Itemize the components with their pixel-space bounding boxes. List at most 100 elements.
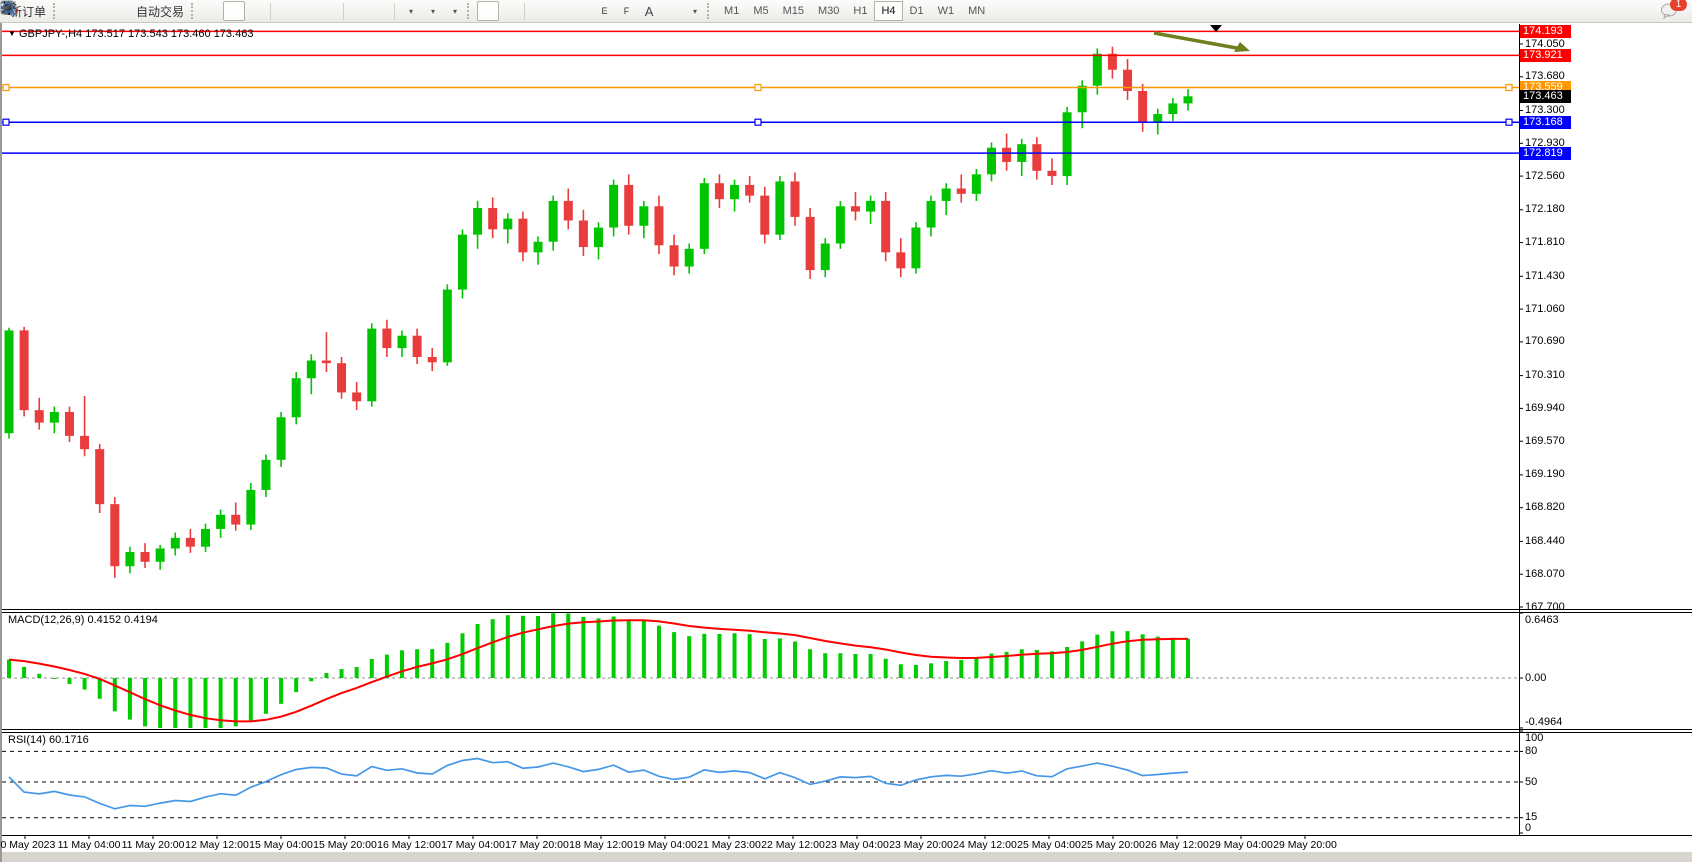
trendline-button[interactable] bbox=[1, 1, 594, 21]
text-button[interactable]: A bbox=[638, 1, 660, 21]
macd-histogram-bar bbox=[143, 678, 148, 727]
time-axis-label: 17 May 04:00 bbox=[441, 839, 505, 851]
equidistant-channel-button[interactable]: E bbox=[1, 1, 616, 21]
macd-histogram-bar bbox=[97, 678, 102, 699]
tf-button-D1[interactable]: D1 bbox=[909, 5, 924, 17]
candle bbox=[4, 327, 14, 439]
pane-separator[interactable] bbox=[2, 729, 1692, 730]
macd-histogram-bar bbox=[1095, 634, 1100, 678]
templates-button[interactable]: ▾ bbox=[0, 1, 464, 21]
price-tick-label: 174.050 bbox=[1525, 37, 1565, 50]
periods-button[interactable]: ▾ bbox=[1, 1, 442, 21]
time-axis-label: 23 May 04:00 bbox=[825, 839, 889, 851]
time-axis-label: 17 May 20:00 bbox=[505, 839, 569, 851]
price-tick-label: 173.680 bbox=[1525, 70, 1565, 83]
community-button[interactable] bbox=[2, 1, 107, 21]
candle bbox=[261, 454, 271, 498]
candle bbox=[1032, 137, 1042, 180]
arrow-annotation[interactable] bbox=[1153, 31, 1243, 51]
vertical-line-button[interactable] bbox=[6, 1, 550, 21]
candle bbox=[291, 372, 301, 425]
arrow-annotation-head[interactable] bbox=[1234, 42, 1250, 52]
macd-histogram-bar bbox=[777, 638, 782, 678]
price-tick-label: 171.810 bbox=[1525, 236, 1565, 249]
candle bbox=[518, 211, 528, 262]
tf-button-MN[interactable]: MN bbox=[968, 5, 986, 17]
macd-histogram-bar bbox=[37, 673, 42, 678]
time-axis-label: 22 May 12:00 bbox=[761, 839, 825, 851]
crosshair-button[interactable] bbox=[1, 1, 521, 21]
line-handle[interactable] bbox=[754, 118, 762, 126]
candle bbox=[805, 208, 815, 279]
tf-button-M30[interactable]: M30 bbox=[818, 5, 840, 17]
macd-histogram-bar bbox=[324, 672, 329, 678]
tf-button-H1[interactable]: H1 bbox=[853, 5, 868, 17]
tf-button-W1[interactable]: W1 bbox=[937, 5, 955, 17]
candle bbox=[699, 177, 709, 255]
chart-line-button[interactable] bbox=[0, 1, 267, 21]
price-level-badge: 174.193 bbox=[1520, 24, 1571, 38]
autoscroll-button[interactable] bbox=[3, 1, 369, 21]
line-handle[interactable] bbox=[1505, 83, 1513, 92]
cursor-button[interactable] bbox=[4, 1, 500, 21]
indicators-button[interactable]: ▾ bbox=[0, 1, 420, 21]
horizontal-line-button[interactable] bbox=[2, 1, 572, 21]
chart-bars-button[interactable] bbox=[2, 1, 223, 21]
macd-histogram-bar bbox=[929, 663, 934, 678]
collapse-arrow-icon[interactable]: ▼ bbox=[8, 29, 16, 38]
autotrading-label: 自动交易 bbox=[136, 4, 185, 19]
zoom-in-button[interactable] bbox=[1, 1, 296, 21]
macd-histogram-bar bbox=[354, 667, 359, 678]
candle bbox=[231, 502, 241, 531]
tf-button-M5[interactable]: M5 bbox=[753, 5, 769, 17]
line-handle[interactable] bbox=[754, 83, 762, 92]
macd-histogram-bar bbox=[853, 653, 858, 678]
fibonacci-button[interactable]: F bbox=[2, 1, 638, 21]
macd-histogram-bar bbox=[656, 625, 661, 678]
macd-axis-label: 0.00 bbox=[1525, 671, 1547, 684]
current-price-badge: 173.463 bbox=[1520, 89, 1571, 103]
macd-axis-label: 0.6463 bbox=[1525, 614, 1559, 626]
tf-button-H4[interactable]: H4 bbox=[874, 1, 903, 21]
macd-histogram-bar bbox=[717, 633, 722, 678]
macd-histogram-bar bbox=[460, 633, 465, 678]
candle bbox=[1062, 106, 1072, 185]
macd-histogram-bar bbox=[747, 634, 752, 678]
zoom-out-button[interactable] bbox=[1, 1, 318, 21]
price-tick-label: 169.940 bbox=[1525, 401, 1565, 414]
macd-histogram-bar bbox=[596, 618, 601, 678]
candle bbox=[684, 243, 694, 274]
candle bbox=[352, 381, 362, 411]
candle bbox=[1183, 89, 1193, 111]
macd-histogram-bar bbox=[1125, 631, 1130, 678]
autotrading-button[interactable]: 自动交易 bbox=[0, 1, 188, 21]
pane-separator[interactable] bbox=[2, 609, 1692, 610]
line-handle[interactable] bbox=[2, 83, 10, 92]
chat-button[interactable]: 1 bbox=[1659, 0, 1687, 21]
line-handle[interactable] bbox=[1505, 118, 1513, 126]
candle bbox=[594, 222, 603, 260]
macd-histogram-bar bbox=[823, 653, 828, 678]
signals-button[interactable] bbox=[0, 1, 129, 21]
tile-windows-button[interactable] bbox=[1, 1, 340, 21]
macd-histogram-bar bbox=[868, 653, 873, 678]
triangle-marker[interactable] bbox=[1210, 25, 1222, 32]
text-label-button[interactable]: T bbox=[1, 1, 682, 21]
candle bbox=[987, 142, 996, 182]
line-handle[interactable] bbox=[2, 118, 10, 126]
metaeditor-button[interactable] bbox=[2, 1, 85, 21]
tf-button-M15[interactable]: M15 bbox=[782, 5, 804, 17]
arrows-button[interactable]: ▾ bbox=[2, 1, 704, 21]
candle bbox=[1123, 59, 1133, 100]
search-button[interactable] bbox=[2, 1, 1659, 21]
candle bbox=[578, 209, 588, 256]
macd-histogram-bar bbox=[551, 613, 556, 678]
text-icon: A bbox=[644, 3, 654, 19]
chart-shift-button[interactable] bbox=[2, 1, 391, 21]
candle bbox=[533, 236, 543, 265]
candle bbox=[911, 222, 921, 274]
macd-values: 0.4152 0.4194 bbox=[87, 614, 158, 626]
tf-button-M1[interactable]: M1 bbox=[724, 5, 740, 17]
toolbar-separator bbox=[270, 2, 272, 20]
chart-candles-button[interactable] bbox=[2, 1, 246, 21]
